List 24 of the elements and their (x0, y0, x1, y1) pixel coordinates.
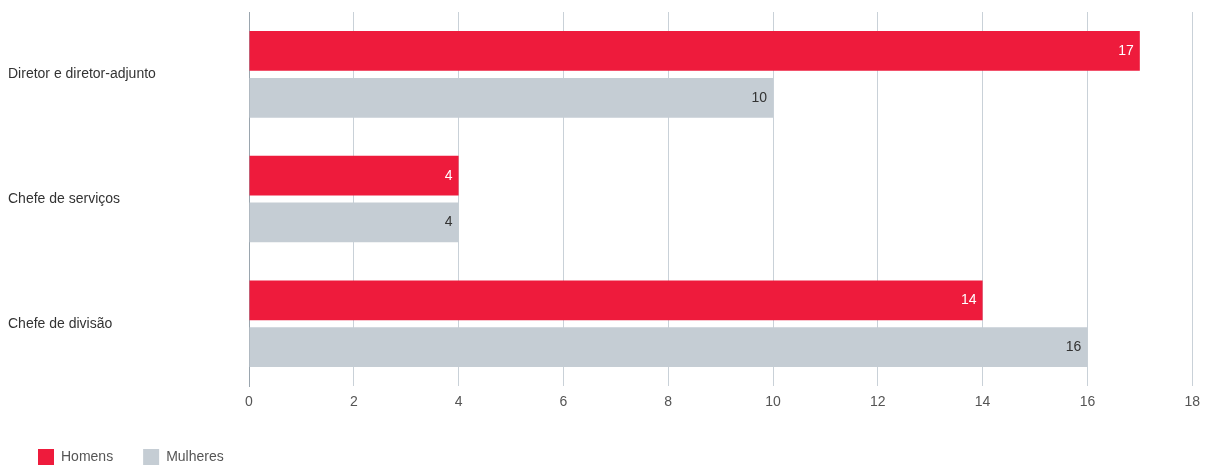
bar (249, 31, 1140, 71)
data-label: 10 (751, 88, 768, 105)
data-label: 4 (444, 213, 453, 230)
x-tick-label: 0 (245, 393, 254, 410)
bar (249, 155, 459, 196)
data-label: 4 (444, 166, 453, 183)
x-tick-label: 18 (1184, 393, 1201, 410)
x-tick-label: 10 (765, 393, 781, 410)
x-tick-label: 2 (349, 393, 358, 410)
data-label: 14 (961, 291, 977, 308)
y-tick-label: Diretor e diretor-adjunto (8, 65, 157, 82)
x-tick-label: 6 (559, 393, 568, 410)
y-tick-label: Chefe de divisão (8, 314, 113, 331)
legend-label: Mulheres (166, 447, 224, 464)
x-tick-label: 16 (1079, 393, 1096, 410)
legend-label: Homens (61, 447, 114, 464)
data-label: 16 (1065, 338, 1082, 355)
x-tick-label: 14 (974, 393, 991, 410)
x-tick-label: 8 (664, 393, 673, 410)
bar (249, 280, 983, 321)
x-tick-label: 12 (870, 393, 886, 410)
x-tick-label: 4 (454, 393, 463, 410)
data-label: 17 (1118, 41, 1135, 58)
y-tick-label: Chefe de serviços (8, 189, 121, 206)
